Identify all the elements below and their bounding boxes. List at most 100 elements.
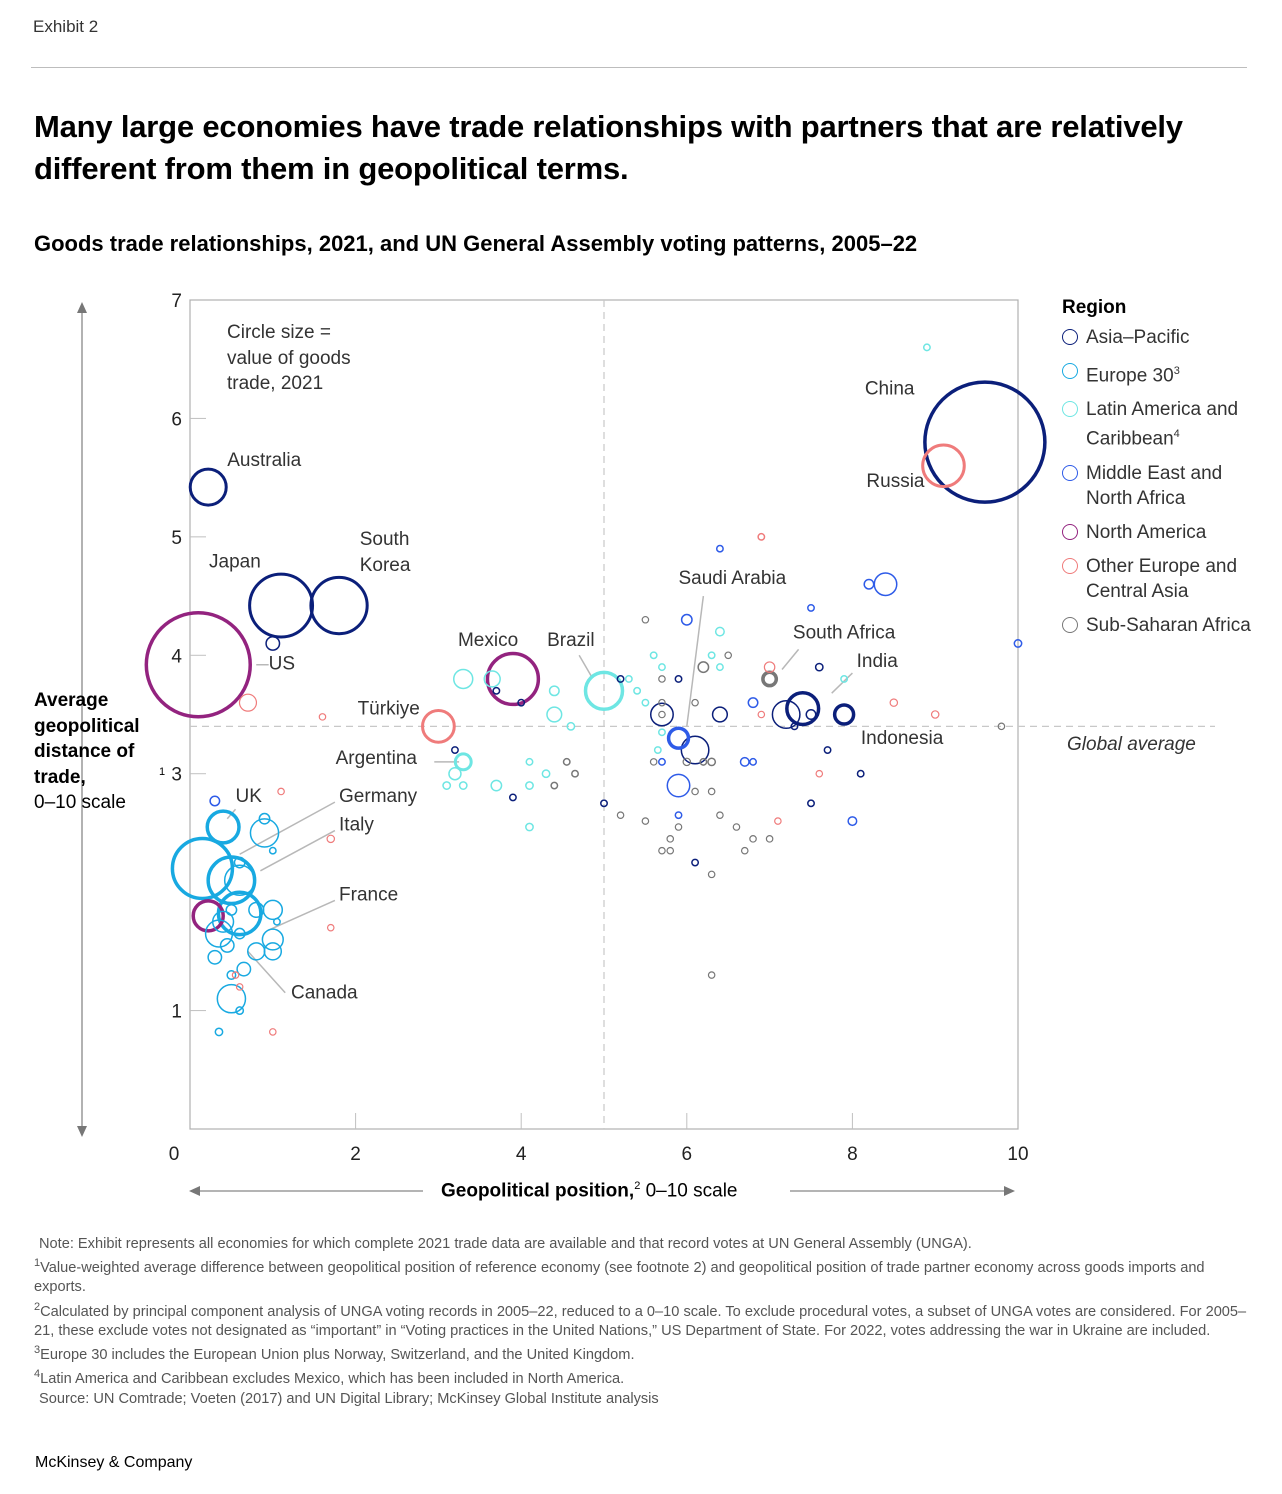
bubble-ssa (707, 971, 716, 979)
bubble-europe (223, 864, 256, 897)
y-axis-label-footnote: 1 (159, 766, 166, 779)
bubble-latam (707, 651, 716, 660)
country-label: UK (236, 786, 263, 807)
footnote-4-text: Latin America and Caribbean excludes Mex… (40, 1371, 625, 1388)
y-tick-label: 7 (171, 291, 182, 312)
bubble-europe (247, 942, 266, 961)
bubble-mena (749, 757, 757, 766)
bubble-latam (448, 766, 462, 781)
footnote-4-marker: 4 (34, 1368, 41, 1381)
country-label: South (360, 529, 410, 550)
legend-label: Sub-Saharan Africa (1086, 614, 1251, 636)
bubble-mena (658, 757, 666, 766)
leader-line (268, 899, 336, 931)
data-points (144, 343, 1047, 1037)
arrow-left-icon (189, 1186, 200, 1196)
x-tick-label: 4 (516, 1144, 527, 1165)
country-labels: China Russia Australia Japan South Korea US Mex… (209, 379, 944, 1004)
footnote-1-marker: 1 (34, 1257, 41, 1270)
bubble-latam (525, 822, 534, 832)
bubble-asia (517, 698, 526, 707)
bubble-mena (715, 544, 724, 553)
bubble-japan (248, 572, 315, 639)
bubble-europe (233, 856, 246, 869)
country-label: Canada (291, 983, 358, 1004)
x-tick-label: 0 (169, 1144, 180, 1165)
bubble-ssa (616, 811, 625, 819)
bubble-latam (483, 670, 501, 688)
bubble-saudi-arabia (666, 726, 691, 750)
legend-footnote: 3 (1173, 365, 1180, 377)
leader-line (239, 801, 336, 855)
bubble-oeca (318, 713, 327, 721)
bubble-ssa (707, 870, 716, 879)
country-label: Argentina (336, 748, 418, 769)
bubble-ssa (749, 835, 757, 843)
circle-icon (1062, 557, 1078, 574)
bubble-latam (714, 626, 725, 637)
bubble-europe (263, 942, 283, 961)
bubble-asia (823, 746, 832, 754)
bubble-asia (600, 799, 608, 808)
bubble-asia (451, 746, 459, 754)
bubble-ssa (997, 722, 1006, 731)
size-note-line-2: value of goods (227, 348, 351, 369)
leader-line (831, 672, 853, 694)
bubble-oeca (277, 787, 285, 796)
bubble-oeca (930, 710, 940, 719)
bubble-latam (490, 779, 503, 792)
bubble-europe (225, 903, 238, 916)
bubble-europe (233, 927, 246, 940)
bubble-ssa (571, 769, 579, 778)
legend-item-asia: Asia–Pacific (1062, 325, 1272, 350)
x-axis-label: Geopolitical position,2 0–10 scale (441, 1180, 738, 1202)
note-text: Note: Exhibit represents all economies f… (39, 1236, 972, 1252)
x-axis-label-bold: Geopolitical position, (441, 1180, 635, 1202)
country-label: Korea (360, 555, 411, 576)
country-label: Russia (866, 471, 925, 492)
country-label: Japan (209, 552, 261, 573)
y-axis-label-scale: 0–10 scale (34, 792, 126, 813)
source-text: Source: UN Comtrade; Voeten (2017) and U… (39, 1390, 659, 1407)
bubble-indonesia (832, 703, 856, 726)
legend-title: Region (1062, 297, 1127, 318)
country-label: India (857, 651, 899, 672)
bubble-oeca (238, 693, 258, 712)
legend-label: Asia–Pacific (1086, 327, 1190, 348)
bubble-europe (261, 928, 284, 951)
bubble-mexico (485, 651, 541, 707)
bubble-europe (207, 949, 223, 965)
country-label: South Africa (793, 623, 896, 644)
bubble-ssa (740, 846, 749, 855)
y-tick-label: 3 (171, 765, 182, 786)
y-axis-label-bold: Average geopolitical distance of trade, (34, 690, 140, 788)
circle-icon (1062, 329, 1078, 345)
footnote-1-text: Value-weighted average difference betwee… (34, 1260, 1205, 1296)
bubble-ssa (716, 811, 724, 819)
bubble-europe (204, 919, 234, 948)
bubble-ssa (674, 823, 683, 831)
bubble-europe (262, 899, 284, 921)
bubble-t-rkiye (421, 708, 456, 744)
bubble-mena (680, 613, 693, 626)
bubble-mena (847, 816, 858, 827)
legend-item-oeca: Other Europe and Central Asia (1062, 554, 1272, 604)
bubble-asia (616, 675, 625, 683)
bubble-asia (691, 858, 700, 867)
bubble-ssa (649, 758, 658, 766)
bubble-mena (209, 795, 221, 807)
x-tick-label: 8 (847, 1144, 858, 1165)
bubble-asia (649, 702, 674, 727)
bubble-canada (191, 899, 225, 933)
bubble-europe (236, 961, 252, 977)
exhibit-label: Exhibit 2 (33, 17, 99, 36)
bubble-mena (674, 811, 683, 820)
bubble-ssa (658, 698, 666, 707)
circle-icon (1062, 401, 1078, 418)
bubble-latam (922, 343, 931, 352)
circle-icon (1062, 464, 1078, 481)
bubble-mena (666, 773, 691, 798)
country-label: France (339, 884, 398, 905)
footnote-1: 1Value-weighted average difference betwe… (34, 1254, 1249, 1297)
y-tick-label: 1 (171, 1002, 182, 1023)
